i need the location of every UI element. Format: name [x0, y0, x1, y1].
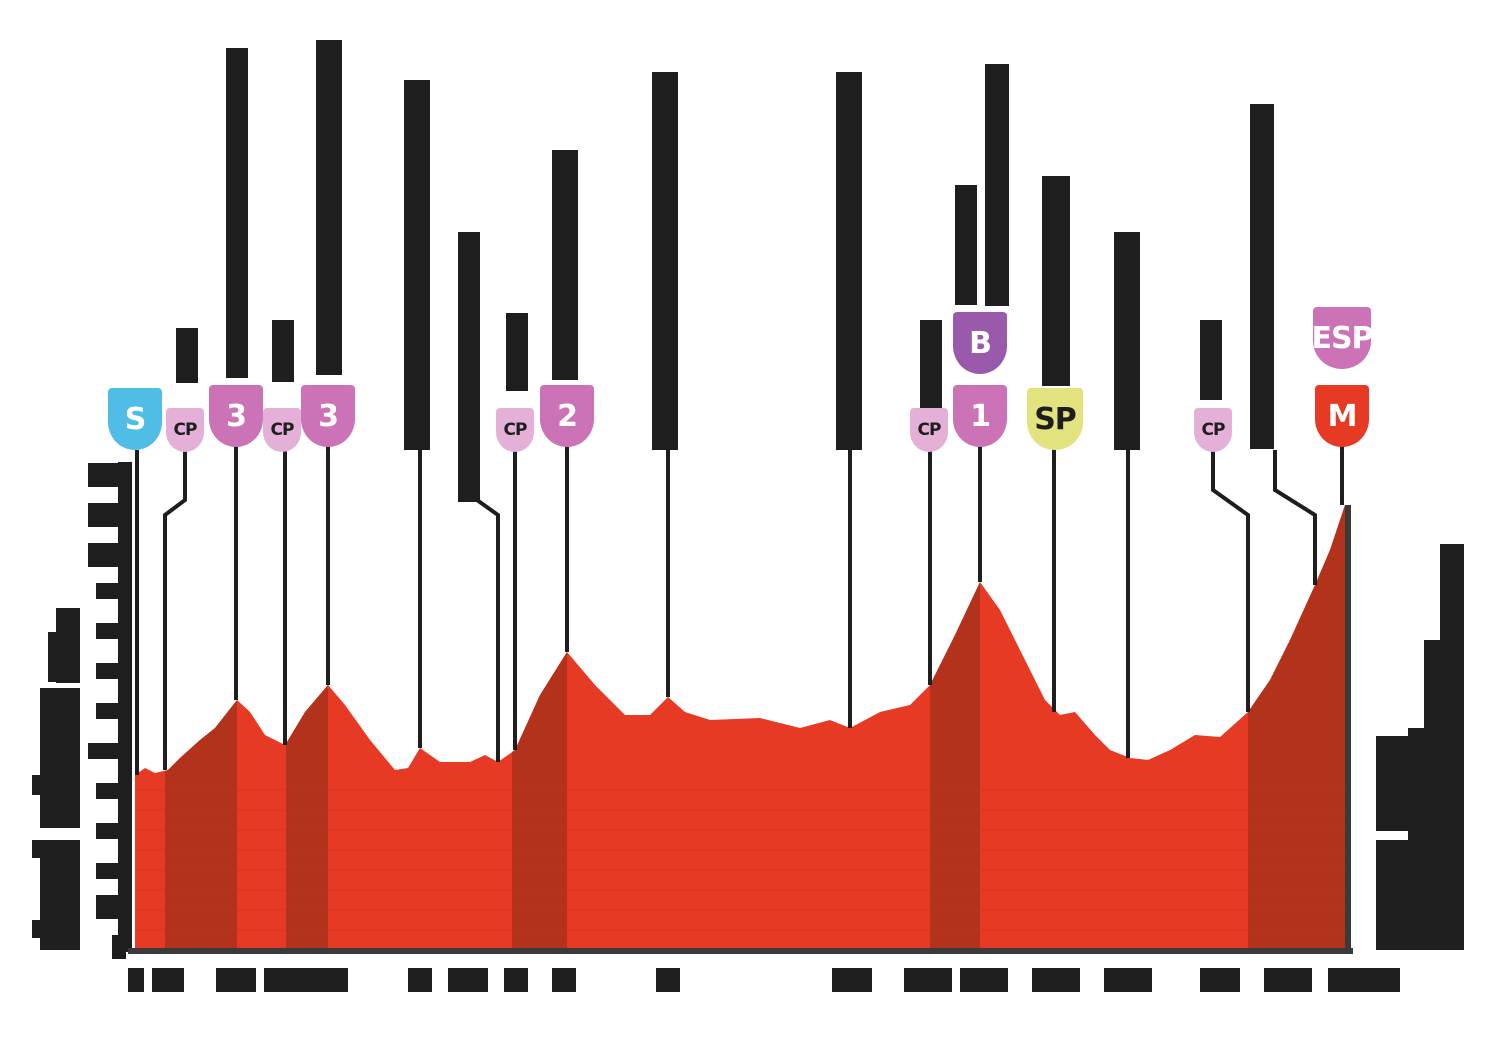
place-labels-redacted [176, 40, 1274, 502]
sprint-badge: SP [1027, 388, 1083, 450]
climb-cat2-badge: 2 [540, 385, 594, 447]
checkpoint-badge: CP [1194, 408, 1232, 452]
climb-cat1-badge: 1 [953, 385, 1007, 447]
grid-lines [135, 789, 1345, 931]
marker-lines [135, 440, 1344, 775]
checkpoint-badge: CP [166, 408, 204, 452]
checkpoint-badge: CP [910, 408, 948, 452]
climb-cat3-badge: 3 [209, 385, 263, 447]
y-axis-label-redacted [32, 608, 80, 950]
climb-cat3-badge: 3 [301, 385, 355, 447]
checkpoint-badge: CP [263, 408, 301, 452]
x-axis-labels-redacted [128, 968, 1400, 992]
checkpoint-badge: CP [496, 408, 534, 452]
right-legend-redacted [1376, 544, 1464, 950]
mountain-finish-badge: M [1315, 385, 1369, 447]
bonus-badge: B [953, 312, 1007, 374]
x-axis-baseline [128, 948, 1353, 954]
climb-segments [165, 505, 1345, 950]
special-badge: ESP [1311, 307, 1374, 369]
finish-edge [1345, 505, 1351, 952]
y-axis [88, 462, 132, 959]
start-badge: S [108, 388, 162, 450]
profile-area [135, 505, 1345, 950]
